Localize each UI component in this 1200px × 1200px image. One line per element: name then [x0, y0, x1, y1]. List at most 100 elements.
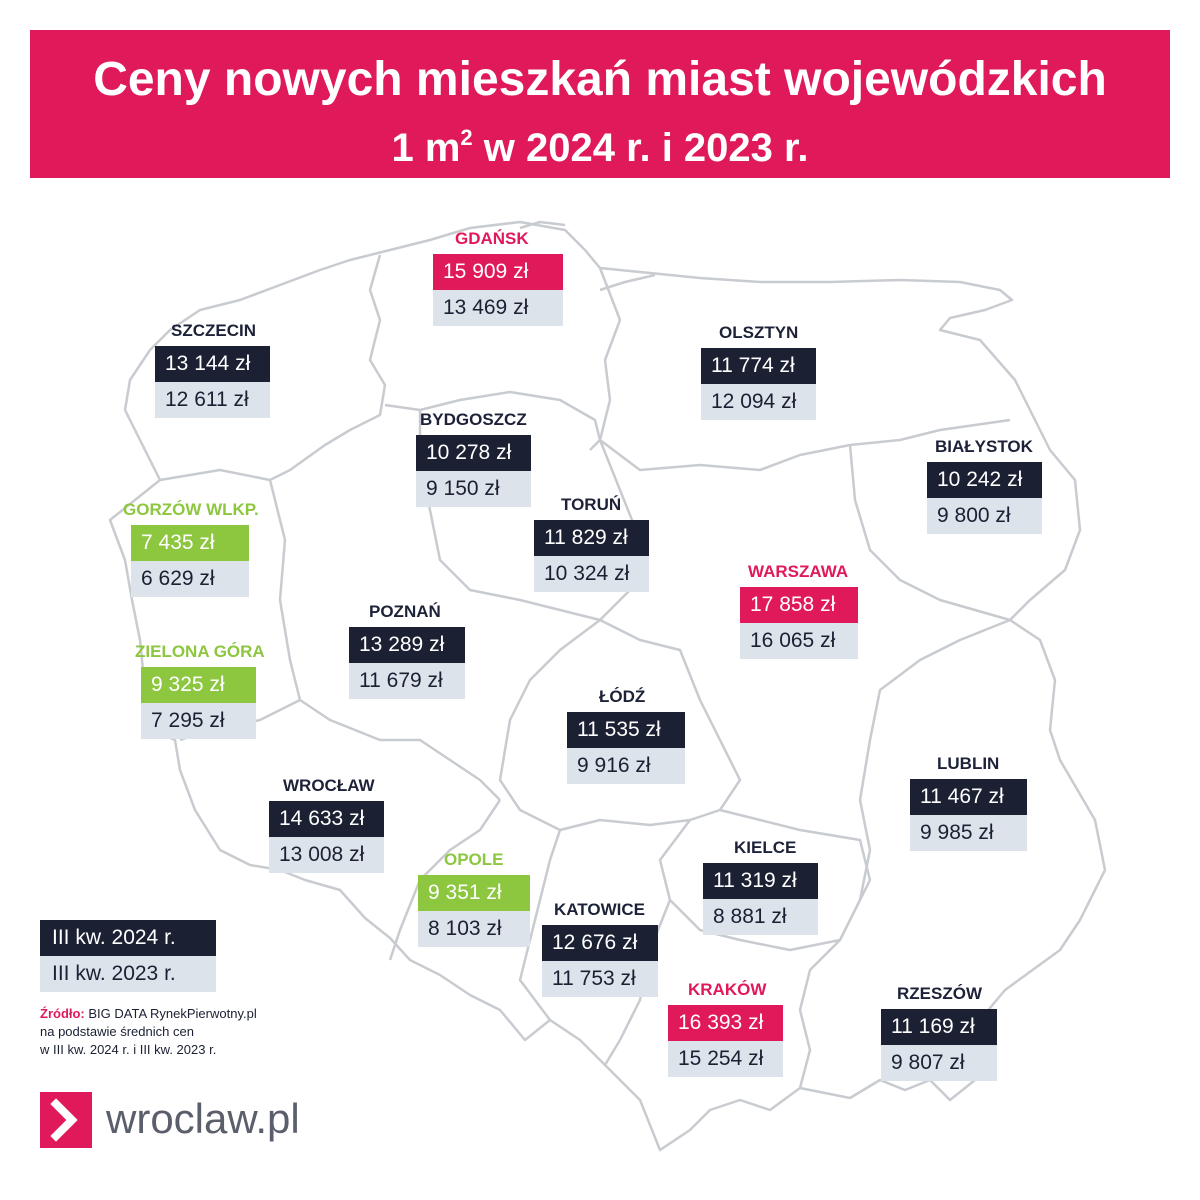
page-title: Ceny nowych mieszkań miast wojewódzkich — [93, 53, 1107, 106]
city-name-szczecin: SZCZECIN — [171, 321, 256, 340]
source-line-1: Źródło: BIG DATA RynekPierwotny.pl — [40, 1005, 310, 1023]
price-2023-krakow: 15 254 zł — [668, 1041, 783, 1077]
subtitle-suffix: w 2024 r. i 2023 r. — [472, 126, 809, 170]
price-2023-gorzow: 6 629 zł — [131, 561, 249, 597]
chevron-right-icon — [40, 1092, 92, 1148]
city-name-bialystok: BIAŁYSTOK — [935, 437, 1033, 456]
city-name-olsztyn: OLSZTYN — [719, 323, 799, 342]
price-2023-poznan: 11 679 zł — [349, 663, 465, 699]
city-name-gdansk: GDAŃSK — [455, 229, 529, 248]
border-podlaskie — [848, 444, 1011, 622]
city-gorzow: GORZÓW WLKP. 7 435 zł 6 629 zł — [123, 499, 259, 597]
city-lodz: ŁÓDŹ 11 535 zł 9 916 zł — [567, 686, 685, 784]
price-2023-rzeszow: 9 807 zł — [881, 1045, 997, 1081]
city-name-bydgoszcz: BYDGOSZCZ — [420, 410, 527, 429]
city-name-rzeszow: RZESZÓW — [897, 984, 982, 1003]
price-2023-wroclaw: 13 008 zł — [269, 837, 384, 873]
price-2023-lublin: 9 985 zł — [910, 815, 1027, 851]
price-2023-olsztyn: 12 094 zł — [701, 384, 816, 420]
price-2024-warszawa: 17 858 zł — [740, 587, 858, 623]
price-2023-lodz: 9 916 zł — [567, 748, 685, 784]
border-slaskie-opolskie — [388, 799, 502, 961]
price-2024-opole: 9 351 zł — [418, 875, 530, 911]
border-wielkopolskie-dolnoslaskie — [299, 698, 501, 801]
city-bialystok: BIAŁYSTOK 10 242 zł 9 800 zł — [927, 436, 1042, 534]
price-2024-rzeszow: 11 169 zł — [881, 1009, 997, 1045]
legend: III kw. 2024 r. III kw. 2023 r. — [40, 920, 216, 992]
border-slaskie — [518, 829, 562, 1021]
source-text-1: BIG DATA RynekPierwotny.pl — [84, 1006, 257, 1021]
price-2024-poznan: 13 289 zł — [349, 627, 465, 663]
source-label: Źródło: — [40, 1006, 85, 1021]
header-banner: Ceny nowych mieszkań miast wojewódzkich … — [30, 30, 1170, 178]
city-name-krakow: KRAKÓW — [688, 980, 767, 999]
price-2024-olsztyn: 11 774 zł — [701, 348, 816, 384]
legend-2023: III kw. 2023 r. — [40, 956, 216, 992]
border-swietokrzyskie — [658, 808, 872, 952]
city-zielona-gora: ZIELONA GÓRA 9 325 zł 7 295 zł — [135, 641, 265, 739]
price-2024-torun: 11 829 zł — [534, 520, 649, 556]
price-2024-gorzow: 7 435 zł — [131, 525, 249, 561]
price-2024-kielce: 11 319 zł — [703, 863, 818, 899]
price-2024-bialystok: 10 242 zł — [927, 462, 1042, 498]
price-2024-zielona-gora: 9 325 zł — [141, 667, 256, 703]
city-name-zielona-gora: ZIELONA GÓRA — [135, 642, 265, 661]
city-name-gorzow: GORZÓW WLKP. — [123, 500, 259, 519]
price-2023-zielona-gora: 7 295 zł — [141, 703, 256, 739]
city-name-torun: TORUŃ — [561, 495, 622, 514]
price-2023-opole: 8 103 zł — [418, 911, 530, 947]
city-kielce: KIELCE 11 319 zł 8 881 zł — [703, 837, 818, 935]
price-2024-gdansk: 15 909 zł — [433, 254, 563, 290]
city-bydgoszcz: BYDGOSZCZ 10 278 zł 9 150 zł — [416, 409, 531, 507]
border-mazowieckie-lubelskie — [838, 618, 1011, 941]
city-name-lodz: ŁÓDŹ — [599, 687, 646, 706]
price-2024-bydgoszcz: 10 278 zł — [416, 435, 531, 471]
city-rzeszow: RZESZÓW 11 169 zł 9 807 zł — [881, 983, 997, 1081]
city-katowice: KATOWICE 12 676 zł 11 753 zł — [542, 899, 658, 997]
city-gdansk: GDAŃSK 15 909 zł 13 469 zł — [433, 228, 563, 326]
price-2023-gdansk: 13 469 zł — [433, 290, 563, 326]
border-warminskie-mazowieckie — [599, 418, 1011, 472]
price-2024-lublin: 11 467 zł — [910, 779, 1027, 815]
city-name-lublin: LUBLIN — [937, 754, 1000, 773]
price-2023-warszawa: 16 065 zł — [740, 623, 858, 659]
price-2023-kielce: 8 881 zł — [703, 899, 818, 935]
border-podkarpackie — [798, 939, 841, 1089]
city-name-kielce: KIELCE — [734, 838, 797, 857]
city-wroclaw: WROCŁAW 14 633 zł 13 008 zł — [269, 775, 384, 873]
subtitle-superscript: 2 — [460, 125, 473, 150]
border-pomorskie-warminskie — [589, 267, 622, 451]
source-note: Źródło: BIG DATA RynekPierwotny.pl na po… — [40, 1005, 310, 1059]
hel-peninsula — [519, 220, 566, 230]
city-warszawa: WARSZAWA 17 858 zł 16 065 zł — [740, 561, 858, 659]
city-name-warszawa: WARSZAWA — [748, 562, 849, 581]
legend-2024: III kw. 2024 r. — [40, 920, 216, 956]
price-2023-torun: 10 324 zł — [534, 556, 649, 592]
source-line-3: w III kw. 2024 r. i III kw. 2023 r. — [40, 1042, 217, 1057]
price-2024-lodz: 11 535 zł — [567, 712, 685, 748]
price-2024-katowice: 12 676 zł — [542, 925, 658, 961]
city-name-poznan: POZNAŃ — [369, 602, 441, 621]
city-krakow: KRAKÓW 16 393 zł 15 254 zł — [668, 979, 783, 1077]
country-border — [108, 220, 1107, 1152]
price-2024-krakow: 16 393 zł — [668, 1005, 783, 1041]
city-name-opole: OPOLE — [444, 850, 504, 869]
subtitle-prefix: 1 m — [391, 126, 461, 170]
city-name-wroclaw: WROCŁAW — [283, 776, 375, 795]
price-2023-szczecin: 12 611 zł — [155, 382, 270, 418]
price-2023-bydgoszcz: 9 150 zł — [416, 471, 531, 507]
page-subtitle: 1 m2 w 2024 r. i 2023 r. — [30, 112, 1170, 174]
price-2023-bialystok: 9 800 zł — [927, 498, 1042, 534]
border-lodzkie — [498, 618, 742, 832]
city-torun: TORUŃ 11 829 zł 10 324 zł — [534, 494, 649, 592]
city-opole: OPOLE 9 351 zł 8 103 zł — [418, 849, 530, 947]
city-szczecin: SZCZECIN 13 144 zł 12 611 zł — [155, 320, 270, 418]
city-name-katowice: KATOWICE — [554, 900, 645, 919]
city-lublin: LUBLIN 11 467 zł 9 985 zł — [910, 753, 1027, 851]
price-2024-wroclaw: 14 633 zł — [269, 801, 384, 837]
price-2023-katowice: 11 753 zł — [542, 961, 658, 997]
border-zachodniopomorskie — [159, 254, 387, 482]
city-poznan: POZNAŃ 13 289 zł 11 679 zł — [349, 601, 465, 699]
logo-text: wroclaw.pl — [106, 1095, 300, 1142]
city-olsztyn: OLSZTYN 11 774 zł 12 094 zł — [701, 322, 816, 420]
